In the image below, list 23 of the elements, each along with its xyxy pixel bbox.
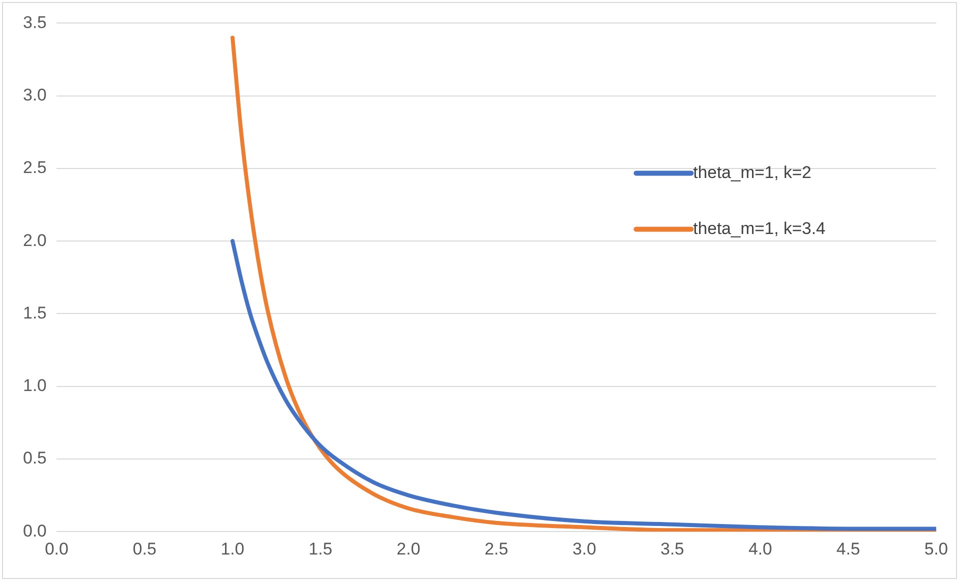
x-tick-label: 1.0 <box>220 539 244 558</box>
y-tick-label: 3.5 <box>22 12 47 32</box>
y-tick-label: 1.5 <box>22 303 47 322</box>
y-tick-label: 2.0 <box>22 230 47 250</box>
x-tick-label: 3.0 <box>572 539 596 558</box>
x-tick-label: 2.0 <box>396 539 420 558</box>
y-tick-label: 3.0 <box>22 86 47 105</box>
x-tick-label: 3.5 <box>660 539 684 558</box>
legend-label: theta_m=1, k=2 <box>693 162 812 182</box>
line-series <box>230 36 936 532</box>
x-tick-label: 2.5 <box>484 539 508 558</box>
y-tick-label: 0.0 <box>22 521 47 540</box>
y-tick-label: 2.5 <box>22 158 47 178</box>
x-tick-label: 4.5 <box>836 539 860 558</box>
y-tick-label: 1.0 <box>22 376 47 396</box>
x-tick-label: 1.5 <box>308 539 332 558</box>
y-tick-label: 0.5 <box>22 448 47 468</box>
line-series <box>230 239 936 531</box>
x-tick-label: 5.0 <box>924 539 948 558</box>
x-tick-label: 0.5 <box>132 539 156 558</box>
x-tick-label: 0.0 <box>44 539 68 558</box>
legend-label: theta_m=1, k=3.4 <box>693 218 826 238</box>
x-tick-label: 4.0 <box>748 539 772 558</box>
